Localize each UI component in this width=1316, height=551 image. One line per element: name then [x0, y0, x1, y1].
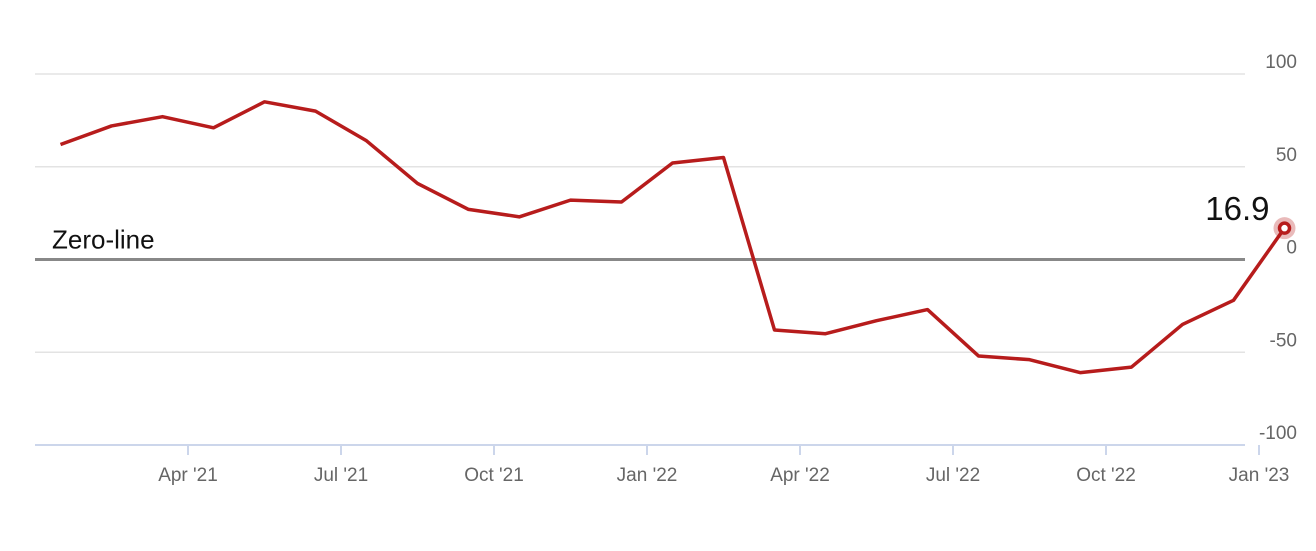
y-tick-label: 100 — [1265, 52, 1297, 73]
y-tick-label: -50 — [1270, 330, 1297, 351]
y-tick-label: 0 — [1286, 238, 1297, 259]
x-tick-label: Jul '21 — [314, 465, 368, 486]
x-tick-label: Apr '22 — [770, 465, 830, 486]
annotation: Zero-line — [52, 224, 155, 254]
x-tick-label: Oct '22 — [1076, 465, 1136, 486]
value-label: 16.9 — [1205, 190, 1269, 227]
y-tick-label: 50 — [1276, 145, 1297, 166]
y-tick-label: -100 — [1259, 423, 1297, 444]
x-tick-label: Jan '23 — [1229, 465, 1290, 486]
x-tick-label: Oct '21 — [464, 465, 524, 486]
x-tick-label: Jan '22 — [617, 465, 678, 486]
last-point — [1277, 221, 1292, 235]
x-tick-label: Apr '21 — [158, 465, 218, 486]
x-tick-label: Jul '22 — [926, 465, 980, 486]
data-line — [59, 100, 1286, 375]
